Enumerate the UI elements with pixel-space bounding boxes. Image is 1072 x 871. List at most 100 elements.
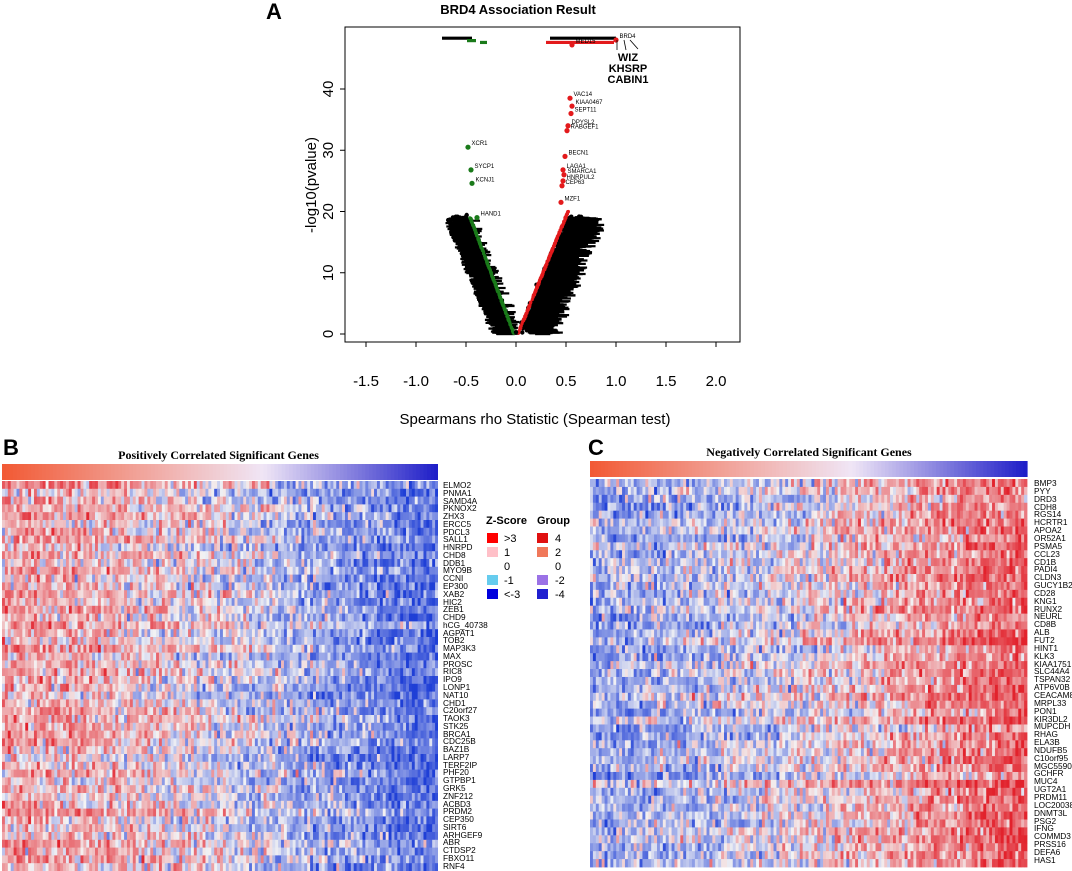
- zscore-label: 0: [504, 561, 510, 573]
- gene-label: RHAG: [1034, 729, 1058, 740]
- volcano-point: [560, 167, 566, 173]
- point-label: LAGA1: [567, 164, 587, 170]
- gene-label: GRK5: [443, 783, 466, 794]
- gene-label: CHD9: [443, 612, 466, 623]
- volcano-point: [561, 172, 567, 178]
- zscore-swatch: [487, 575, 498, 585]
- point-label: KIAA0467: [576, 100, 604, 106]
- gene-label: SALL1: [443, 534, 468, 545]
- gene-label: CHD1: [443, 697, 466, 708]
- volcano-title: BRD4 Association Result: [440, 2, 596, 17]
- gene-label: MRPL33: [1034, 697, 1067, 708]
- gene-label: hCG_40738: [443, 619, 488, 630]
- gene-label: PADI4: [1034, 564, 1058, 575]
- heatmap-b-title: Positively Correlated Significant Genes: [118, 448, 319, 462]
- gene-label: PHF20: [443, 767, 469, 778]
- gene-label: SIRT6: [443, 821, 467, 832]
- zscore-label: >3: [504, 533, 517, 545]
- group-label: -4: [555, 589, 565, 601]
- gene-label: CD28: [1034, 587, 1056, 598]
- point-label: XCR1: [472, 141, 489, 147]
- gene-label: ZNF212: [443, 790, 473, 801]
- volcano-axes: -1.5 -1.0 -0.5 0.0 0.5 1.0 1.5 2.0 0 10 20 30 40: [320, 81, 726, 390]
- volcano-point: [564, 128, 570, 134]
- zscore-swatch: [486, 560, 499, 572]
- gene-label: CEP350: [443, 814, 474, 825]
- gene-label: DRD3: [1034, 493, 1057, 504]
- point-label: VAC14: [574, 92, 593, 98]
- gene-label: MAX: [443, 650, 461, 661]
- gene-label: STK25: [443, 720, 469, 731]
- point-label: CEP63: [566, 180, 586, 186]
- heatmap-c: [590, 461, 1028, 868]
- volcano-point: [569, 42, 575, 48]
- gene-label: COMMD3: [1034, 831, 1071, 842]
- gene-label: XAB2: [443, 588, 465, 599]
- gene-label: CD1B: [1034, 556, 1057, 567]
- x-tick-label: -0.5: [453, 373, 479, 390]
- gene-label: PSMA5: [1034, 540, 1063, 551]
- volcano-point: [567, 95, 573, 101]
- gene-label: UGT2A1: [1034, 784, 1067, 795]
- gene-label: SLC44A4: [1034, 666, 1070, 677]
- callout-khsrp: KHSRP: [609, 63, 648, 75]
- group-label: 2: [555, 547, 561, 559]
- callout-arrow: [629, 39, 639, 50]
- volcano-point: [468, 167, 474, 173]
- gene-label: PYY: [1034, 485, 1051, 496]
- gene-label: DEFA6: [1034, 846, 1061, 857]
- group-swatch: [537, 575, 548, 585]
- zscore-swatch: [487, 589, 498, 599]
- callout-wiz: WIZ: [618, 52, 638, 64]
- gene-label: RNF4: [443, 860, 465, 871]
- gene-label: C10orf95: [1034, 752, 1069, 763]
- heatmap-c-gene-list: BMP3 PYY DRD3 CDH8 RGS14 HCRTR1 APOA2 OR52A1 PSM…: [1034, 479, 1072, 871]
- volcano-point-cloud: [445, 209, 605, 336]
- gene-label: PON1: [1034, 705, 1057, 716]
- zscore-title: Z-Score: [486, 515, 527, 527]
- volcano-point: [560, 178, 566, 184]
- gene-label: MYO9B: [443, 565, 473, 576]
- volcano-point: [558, 199, 564, 205]
- gene-label: SAMD4A: [443, 495, 478, 506]
- y-tick-label: 10: [320, 264, 337, 281]
- volcano-point: [565, 123, 571, 129]
- gene-label: NEURL: [1034, 611, 1063, 622]
- gene-label: IFNG: [1034, 823, 1054, 834]
- gene-label: HNRPD: [443, 542, 473, 553]
- gene-label: CHD8: [443, 549, 466, 560]
- group-swatch: [537, 589, 548, 599]
- plot-frame: [344, 26, 741, 343]
- x-tick-label: -1.0: [403, 373, 429, 390]
- group-label: -2: [555, 575, 565, 587]
- gene-label: HCRTR1: [1034, 517, 1068, 528]
- x-tick-label: 1.0: [606, 373, 627, 390]
- gene-label: OR52A1: [1034, 532, 1066, 543]
- gene-label: EP300: [443, 581, 468, 591]
- point-label: DPYSL2: [572, 120, 596, 126]
- heatmap-b: [2, 464, 438, 871]
- x-tick-label: 2.0: [706, 373, 727, 390]
- y-axis-label: -log10(pvalue): [303, 137, 320, 233]
- group-label: 4: [555, 533, 561, 545]
- point-label: BECN1: [569, 150, 590, 156]
- gene-label: LONP1: [443, 682, 471, 693]
- gene-label: GTPBP1: [443, 775, 476, 786]
- gene-label: GUCY1B2: [1034, 580, 1072, 591]
- gene-label: DDB1: [443, 557, 466, 568]
- gene-label: FUT2: [1034, 635, 1055, 645]
- group-swatch: [537, 547, 548, 557]
- point-label: HAND1: [481, 212, 502, 218]
- point-label: SEPT11: [575, 108, 598, 114]
- gene-label: NDUFB5: [1034, 744, 1068, 755]
- gene-label: CCNI: [443, 573, 464, 584]
- x-tick-label: 0.5: [556, 373, 577, 390]
- point-label: MZF1: [565, 196, 581, 202]
- gene-label: MGC5590: [1034, 760, 1072, 771]
- gene-label: C20orf27: [443, 705, 478, 716]
- x-axis-label: Spearmans rho Statistic (Spearman test): [400, 411, 671, 428]
- zscore-label: -1: [504, 575, 514, 587]
- gene-label: LARP7: [443, 751, 470, 762]
- gene-label: PROSC: [443, 658, 473, 669]
